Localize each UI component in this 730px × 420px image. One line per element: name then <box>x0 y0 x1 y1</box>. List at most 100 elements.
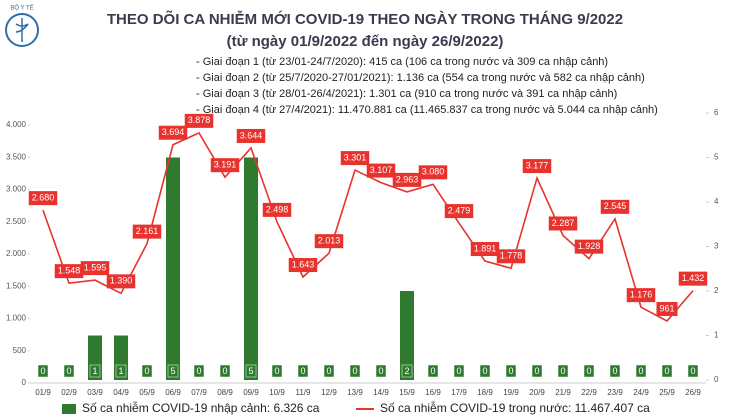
bar-label: 0 <box>560 366 565 376</box>
bar-label: 0 <box>690 366 695 376</box>
data-label: 3.107 <box>370 165 393 175</box>
data-label: 1.390 <box>110 276 133 286</box>
y2-tick-label: 1 <box>714 331 719 340</box>
bar-label-box <box>687 364 699 378</box>
y-tick-label: 4.000 <box>6 120 27 129</box>
data-label-box <box>80 261 110 276</box>
x-tick-label: 21/9 <box>555 388 571 397</box>
data-label-box <box>522 159 552 174</box>
bar-label-box <box>375 364 387 378</box>
data-label: 1.891 <box>474 243 497 253</box>
data-label: 2.498 <box>266 204 289 214</box>
x-tick-label: 25/9 <box>659 388 675 397</box>
note: - Giai đoạn 2 (từ 25/7/2020-27/01/2021):… <box>196 72 645 84</box>
data-label: 1.928 <box>578 241 601 251</box>
data-label-box <box>548 216 578 231</box>
x-tick-label: 07/9 <box>191 388 207 397</box>
x-tick-label: 03/9 <box>87 388 103 397</box>
data-label: 2.963 <box>396 174 419 184</box>
bar-label-box <box>557 364 569 378</box>
bar-label-box <box>635 364 647 378</box>
data-label: 2.479 <box>448 205 471 215</box>
x-tick-label: 13/9 <box>347 388 363 397</box>
data-label-box <box>340 151 370 166</box>
logo-text: BỘ Y TẾ <box>10 5 33 12</box>
data-label: 3.177 <box>526 160 549 170</box>
data-label: 2.287 <box>552 218 575 228</box>
note: - Giai đoạn 4 (từ 27/4/2021): 11.470.881… <box>196 104 658 116</box>
y-tick-label: 3.500 <box>6 152 27 161</box>
data-label-box <box>600 199 630 214</box>
data-label: 1.595 <box>84 262 107 272</box>
x-tick-label: 05/9 <box>139 388 155 397</box>
bar-label-box <box>245 364 257 378</box>
data-label-box <box>678 271 708 286</box>
y-tick-label: 2.000 <box>6 249 27 258</box>
bar-label: 0 <box>300 366 305 376</box>
data-label-box <box>288 258 318 273</box>
logo-icon <box>15 18 29 42</box>
bar-label-box <box>661 364 673 378</box>
bar-label: 0 <box>144 366 149 376</box>
x-tick-label: 20/9 <box>529 388 545 397</box>
data-label-box <box>366 163 396 178</box>
bar-label-box <box>505 364 517 378</box>
y2-tick-label: 3 <box>714 242 719 251</box>
bar-label: 0 <box>196 366 201 376</box>
bar-label: 0 <box>66 366 71 376</box>
x-tick-label: 24/9 <box>633 388 649 397</box>
bar-label-box <box>583 364 595 378</box>
bar-label: 0 <box>456 366 461 376</box>
bar-label: 0 <box>508 366 513 376</box>
bar <box>244 157 258 380</box>
y2-tick-label: 0 <box>714 375 719 384</box>
data-label-box <box>132 224 162 239</box>
data-label: 3.191 <box>214 160 237 170</box>
data-label-box <box>236 128 266 143</box>
bar-label: 0 <box>326 366 331 376</box>
bar-label-box <box>479 364 491 378</box>
data-label-box <box>626 288 656 303</box>
note: - Giai đoạn 1 (từ 23/01-24/7/2020): 415 … <box>196 56 608 68</box>
data-label: 1.643 <box>292 259 315 269</box>
x-tick-label: 18/9 <box>477 388 493 397</box>
bar-label: 0 <box>482 366 487 376</box>
bar-label-box <box>115 364 127 378</box>
data-label: 1.176 <box>630 290 653 300</box>
x-tick-label: 08/9 <box>217 388 233 397</box>
bar-label: 0 <box>274 366 279 376</box>
bar-label-box <box>37 364 49 378</box>
bar <box>400 291 414 380</box>
bar-label: 0 <box>378 366 383 376</box>
bar-label-box <box>141 364 153 378</box>
bar-label-box <box>349 364 361 378</box>
data-label-box <box>54 264 84 279</box>
data-label-box <box>28 191 58 206</box>
data-label: 2.161 <box>136 226 159 236</box>
x-tick-label: 04/9 <box>113 388 129 397</box>
x-tick-label: 17/9 <box>451 388 467 397</box>
x-tick-label: 23/9 <box>607 388 623 397</box>
bar-label: 0 <box>638 366 643 376</box>
legend-label: Số ca nhiễm COVID-19 trong nước: 11.467.… <box>380 400 650 415</box>
data-label-box <box>418 165 448 180</box>
x-tick-label: 01/9 <box>35 388 51 397</box>
y2-tick-label: 6 <box>714 108 719 117</box>
data-label: 961 <box>659 303 674 313</box>
data-label-box <box>184 113 214 128</box>
data-label-box <box>574 239 604 254</box>
y2-tick-label: 5 <box>714 153 719 162</box>
data-label-box <box>656 302 678 317</box>
bar-label-box <box>89 364 101 378</box>
data-label-box <box>210 158 240 173</box>
bar-label-box <box>167 364 179 378</box>
x-tick-label: 09/9 <box>243 388 259 397</box>
x-tick-label: 16/9 <box>425 388 441 397</box>
x-tick-label: 10/9 <box>269 388 285 397</box>
data-label: 2.680 <box>32 193 55 203</box>
x-tick-label: 14/9 <box>373 388 389 397</box>
data-label-box <box>262 202 292 217</box>
bar-label-box <box>427 364 439 378</box>
data-label-box <box>106 274 136 289</box>
